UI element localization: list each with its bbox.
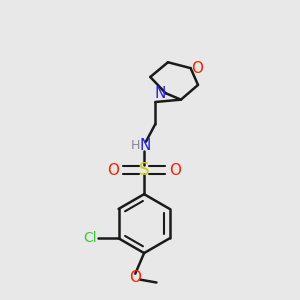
Text: H: H bbox=[130, 139, 140, 152]
Text: S: S bbox=[139, 161, 149, 179]
Text: N: N bbox=[140, 138, 151, 153]
Text: O: O bbox=[107, 163, 119, 178]
Text: O: O bbox=[129, 270, 141, 285]
Text: Cl: Cl bbox=[83, 231, 97, 245]
Text: O: O bbox=[169, 163, 181, 178]
Text: N: N bbox=[154, 86, 166, 101]
Text: O: O bbox=[191, 61, 203, 76]
